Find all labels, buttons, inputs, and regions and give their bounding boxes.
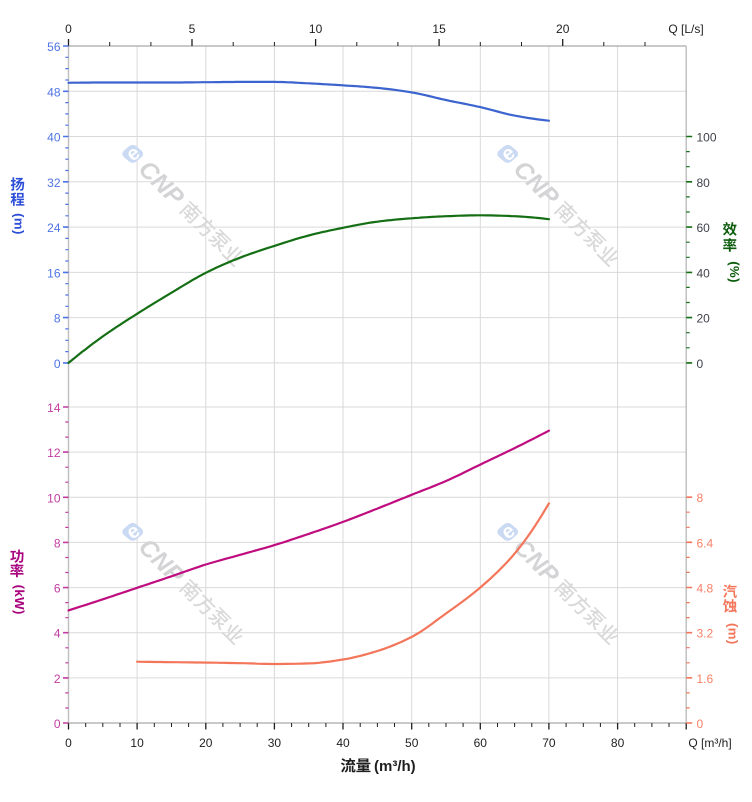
svg-text:0: 0 — [65, 22, 72, 36]
svg-text:8: 8 — [697, 491, 704, 505]
svg-text:(m³/h): (m³/h) — [374, 758, 416, 775]
svg-text:30: 30 — [268, 736, 282, 750]
svg-text:70: 70 — [542, 736, 556, 750]
svg-text:Q [m³/h]: Q [m³/h] — [688, 736, 731, 750]
svg-text:10: 10 — [309, 22, 323, 36]
svg-text:2: 2 — [54, 672, 61, 686]
svg-text:8: 8 — [54, 536, 61, 550]
svg-text:(m): (m) — [12, 213, 27, 235]
svg-text:50: 50 — [405, 736, 419, 750]
svg-text:16: 16 — [47, 266, 61, 280]
svg-text:(kW): (kW) — [12, 585, 27, 615]
svg-text:20: 20 — [199, 736, 213, 750]
svg-text:15: 15 — [432, 22, 446, 36]
svg-text:4.8: 4.8 — [697, 582, 714, 596]
svg-text:40: 40 — [336, 736, 350, 750]
svg-text:80: 80 — [697, 176, 711, 190]
svg-text:80: 80 — [611, 736, 625, 750]
svg-text:5: 5 — [189, 22, 196, 36]
svg-text:60: 60 — [697, 221, 711, 235]
svg-text:40: 40 — [697, 266, 711, 280]
svg-text:(m): (m) — [726, 623, 741, 645]
svg-text:20: 20 — [697, 312, 711, 326]
svg-text:60: 60 — [474, 736, 488, 750]
svg-text:4: 4 — [54, 627, 61, 641]
svg-text:14: 14 — [47, 401, 61, 415]
svg-text:8: 8 — [54, 312, 61, 326]
svg-text:3.2: 3.2 — [697, 627, 714, 641]
svg-text:10: 10 — [130, 736, 144, 750]
svg-text:6: 6 — [54, 582, 61, 596]
svg-text:32: 32 — [47, 176, 61, 190]
svg-text:6.4: 6.4 — [697, 536, 714, 550]
svg-text:0: 0 — [697, 717, 704, 731]
svg-text:0: 0 — [54, 357, 61, 371]
svg-text:0: 0 — [697, 357, 704, 371]
svg-text:20: 20 — [556, 22, 570, 36]
svg-text:12: 12 — [47, 446, 61, 460]
svg-text:0: 0 — [54, 717, 61, 731]
svg-text:10: 10 — [47, 491, 61, 505]
svg-text:(%): (%) — [727, 261, 742, 283]
svg-text:0: 0 — [65, 736, 72, 750]
svg-text:Q [L/s]: Q [L/s] — [668, 22, 703, 36]
svg-text:1.6: 1.6 — [697, 672, 714, 686]
svg-text:48: 48 — [47, 85, 61, 99]
svg-text:100: 100 — [697, 131, 717, 145]
svg-text:56: 56 — [47, 40, 61, 54]
svg-text:24: 24 — [47, 221, 61, 235]
svg-text:40: 40 — [47, 131, 61, 145]
